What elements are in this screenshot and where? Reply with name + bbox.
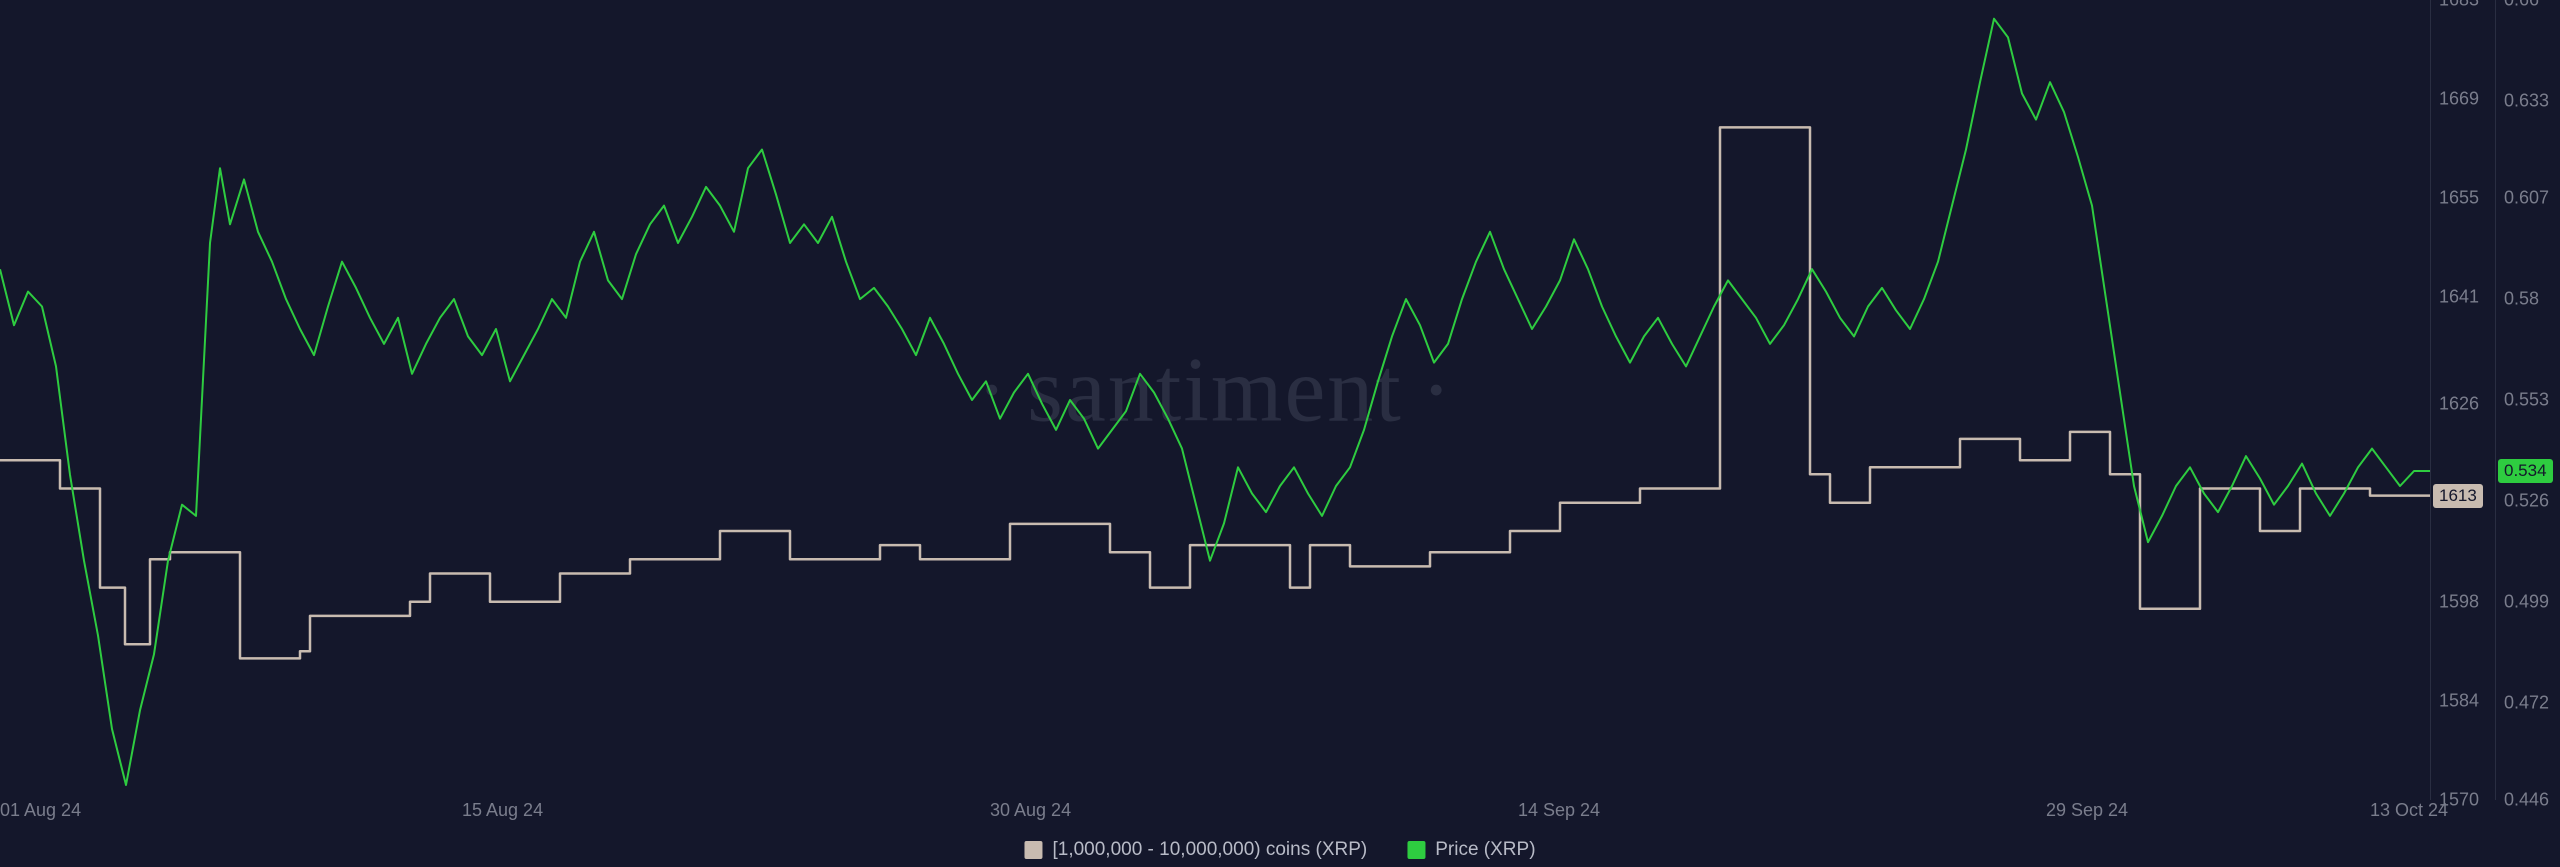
legend-item-price[interactable]: Price (XRP) <box>1407 839 1535 861</box>
x-tick: 13 Oct 24 <box>2370 800 2448 821</box>
y-tick: 0.526 <box>2504 490 2549 511</box>
chart-lines <box>0 0 2430 800</box>
legend-swatch <box>1024 841 1042 859</box>
chart-container: santiment 157015841598162616411655166916… <box>0 0 2560 867</box>
series-price <box>0 19 2430 785</box>
x-tick: 15 Aug 24 <box>462 800 543 821</box>
x-tick: 01 Aug 24 <box>0 800 81 821</box>
x-tick: 14 Sep 24 <box>1518 800 1600 821</box>
y-tick: 0.499 <box>2504 591 2549 612</box>
series-coins <box>0 127 2430 658</box>
y-axis-coins: 157015841598162616411655166916831613 <box>2430 0 2495 800</box>
x-tick: 29 Sep 24 <box>2046 800 2128 821</box>
y-tick: 1683 <box>2439 0 2479 11</box>
x-tick: 30 Aug 24 <box>990 800 1071 821</box>
y-tick: 0.58 <box>2504 289 2539 310</box>
y-tick: 0.553 <box>2504 390 2549 411</box>
y-tick: 1669 <box>2439 89 2479 110</box>
legend-label: [1,000,000 - 10,000,000) coins (XRP) <box>1052 839 1367 861</box>
y-tick: 0.472 <box>2504 692 2549 713</box>
x-axis: 01 Aug 24 15 Aug 24 30 Aug 24 14 Sep 24 29 S… <box>0 800 2430 827</box>
legend-item-coins[interactable]: [1,000,000 - 10,000,000) coins (XRP) <box>1024 839 1367 861</box>
axis-current-badge: 0.534 <box>2498 459 2553 483</box>
y-axis-price: 0.4460.4720.4990.5260.5530.580.6070.6330… <box>2495 0 2560 800</box>
y-tick: 0.66 <box>2504 0 2539 11</box>
y-tick: 1598 <box>2439 591 2479 612</box>
legend-swatch <box>1407 841 1425 859</box>
y-tick: 1655 <box>2439 188 2479 209</box>
y-tick: 1626 <box>2439 393 2479 414</box>
y-tick: 1641 <box>2439 287 2479 308</box>
plot-area[interactable]: santiment <box>0 0 2430 800</box>
y-tick: 1584 <box>2439 690 2479 711</box>
legend-label: Price (XRP) <box>1435 839 1535 861</box>
y-tick: 0.633 <box>2504 90 2549 111</box>
axis-current-badge: 1613 <box>2433 484 2483 508</box>
y-tick: 0.607 <box>2504 188 2549 209</box>
y-tick: 0.446 <box>2504 790 2549 811</box>
legend: [1,000,000 - 10,000,000) coins (XRP) Pri… <box>1024 839 1535 861</box>
